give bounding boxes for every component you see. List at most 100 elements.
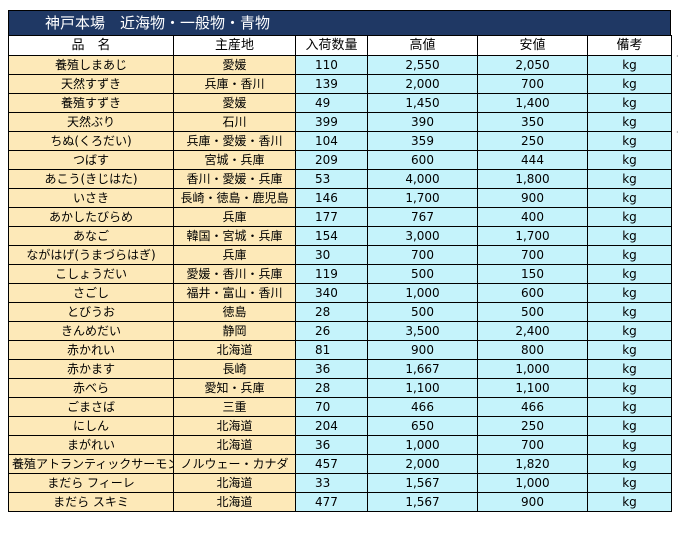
- item-name: 養殖アトランティックサーモン: [8, 454, 174, 474]
- item-origin: 北海道: [173, 492, 296, 512]
- table-row: ごまさば 三重 70 466 466 kg: [8, 397, 672, 417]
- table-row: ちぬ(くろだい) 兵庫・愛媛・香川 104 359 250 kg: [8, 131, 672, 151]
- item-high-price: 700: [367, 245, 478, 265]
- item-low-price: 150: [477, 264, 588, 284]
- item-high-price: 1,000: [367, 283, 478, 303]
- item-origin: 兵庫・香川: [173, 74, 296, 94]
- header-row: 品 名 主産地 入荷数量 高値 安値 備考: [8, 35, 672, 56]
- item-low-price: 466: [477, 397, 588, 417]
- item-high-price: 359: [367, 131, 478, 151]
- item-origin: 宮城・兵庫: [173, 150, 296, 170]
- item-high-price: 500: [367, 302, 478, 322]
- item-origin: 愛知・兵庫: [173, 378, 296, 398]
- item-qty: 340: [295, 283, 368, 303]
- item-qty: 28: [295, 302, 368, 322]
- item-high-price: 466: [367, 397, 478, 417]
- item-origin: 北海道: [173, 416, 296, 436]
- item-low-price: 700: [477, 74, 588, 94]
- item-name: 天然すずき: [8, 74, 174, 94]
- item-origin: 兵庫: [173, 207, 296, 227]
- item-origin: 長崎: [173, 359, 296, 379]
- table-row: 養殖しまあじ 愛媛 110 2,550 2,050 kg: [8, 55, 672, 75]
- item-qty: 70: [295, 397, 368, 417]
- item-qty: 477: [295, 492, 368, 512]
- item-unit: kg: [587, 226, 672, 246]
- item-origin: 徳島: [173, 302, 296, 322]
- table-row: まだら スキミ 北海道 477 1,567 900 kg: [8, 492, 672, 512]
- item-unit: kg: [587, 283, 672, 303]
- table-row: きんめだい 静岡 26 3,500 2,400 kg: [8, 321, 672, 341]
- item-origin: 愛媛: [173, 55, 296, 75]
- item-name: あかしたびらめ: [8, 207, 174, 227]
- item-low-price: 350: [477, 112, 588, 132]
- header-qty: 入荷数量: [295, 35, 368, 56]
- item-qty: 81: [295, 340, 368, 360]
- item-high-price: 600: [367, 150, 478, 170]
- item-low-price: 1,800: [477, 169, 588, 189]
- item-high-price: 1,000: [367, 435, 478, 455]
- item-unit: kg: [587, 93, 672, 113]
- item-high-price: 650: [367, 416, 478, 436]
- item-qty: 36: [295, 359, 368, 379]
- item-unit: kg: [587, 473, 672, 493]
- item-low-price: 500: [477, 302, 588, 322]
- item-name: まだら フィーレ: [8, 473, 174, 493]
- item-unit: kg: [587, 302, 672, 322]
- table-row: とびうお 徳島 28 500 500 kg: [8, 302, 672, 322]
- item-low-price: 900: [477, 188, 588, 208]
- item-high-price: 2,000: [367, 74, 478, 94]
- table-row: こしょうだい 愛媛・香川・兵庫 119 500 150 kg: [8, 264, 672, 284]
- item-unit: kg: [587, 454, 672, 474]
- item-name: あこう(きじはた): [8, 169, 174, 189]
- header-high: 高値: [367, 35, 478, 56]
- item-origin: 三重: [173, 397, 296, 417]
- table-row: あなご 韓国・宮城・兵庫 154 3,000 1,700 kg: [8, 226, 672, 246]
- margin-mark: ·: [676, 52, 679, 61]
- item-origin: 北海道: [173, 473, 296, 493]
- item-low-price: 600: [477, 283, 588, 303]
- item-low-price: 700: [477, 435, 588, 455]
- item-low-price: 900: [477, 492, 588, 512]
- item-qty: 457: [295, 454, 368, 474]
- item-unit: kg: [587, 112, 672, 132]
- table-row: 養殖すずき 愛媛 49 1,450 1,400 kg: [8, 93, 672, 113]
- table-row: にしん 北海道 204 650 250 kg: [8, 416, 672, 436]
- item-qty: 36: [295, 435, 368, 455]
- item-high-price: 767: [367, 207, 478, 227]
- item-name: まだら スキミ: [8, 492, 174, 512]
- table-row: 天然ぶり 石川 399 390 350 kg: [8, 112, 672, 132]
- item-unit: kg: [587, 150, 672, 170]
- table-row: あこう(きじはた) 香川・愛媛・兵庫 53 4,000 1,800 kg: [8, 169, 672, 189]
- item-origin: 北海道: [173, 340, 296, 360]
- header-name: 品 名: [8, 35, 174, 56]
- item-origin: 福井・富山・香川: [173, 283, 296, 303]
- item-low-price: 1,000: [477, 473, 588, 493]
- sheet-title: 神戸本場 近海物・一般物・青物: [8, 10, 671, 35]
- item-name: ながはげ(うまづらはぎ): [8, 245, 174, 265]
- item-unit: kg: [587, 435, 672, 455]
- price-table: 品 名 主産地 入荷数量 高値 安値 備考 養殖しまあじ 愛媛 110 2,550 2,…: [8, 35, 672, 512]
- item-low-price: 1,700: [477, 226, 588, 246]
- header-note: 備考: [587, 35, 672, 56]
- item-name: つばす: [8, 150, 174, 170]
- item-high-price: 500: [367, 264, 478, 284]
- item-qty: 49: [295, 93, 368, 113]
- item-name: 赤べら: [8, 378, 174, 398]
- item-name: こしょうだい: [8, 264, 174, 284]
- table-row: さごし 福井・富山・香川 340 1,000 600 kg: [8, 283, 672, 303]
- item-high-price: 1,567: [367, 473, 478, 493]
- item-name: にしん: [8, 416, 174, 436]
- item-origin: ノルウェー・カナダ: [173, 454, 296, 474]
- item-high-price: 1,450: [367, 93, 478, 113]
- table-row: まだら フィーレ 北海道 33 1,567 1,000 kg: [8, 473, 672, 493]
- item-origin: 愛媛・香川・兵庫: [173, 264, 296, 284]
- item-high-price: 1,567: [367, 492, 478, 512]
- item-name: 養殖しまあじ: [8, 55, 174, 75]
- item-low-price: 700: [477, 245, 588, 265]
- item-unit: kg: [587, 264, 672, 284]
- item-origin: 石川: [173, 112, 296, 132]
- item-name: 天然ぶり: [8, 112, 174, 132]
- item-unit: kg: [587, 188, 672, 208]
- item-name: いさき: [8, 188, 174, 208]
- table-row: 赤べら 愛知・兵庫 28 1,100 1,100 kg: [8, 378, 672, 398]
